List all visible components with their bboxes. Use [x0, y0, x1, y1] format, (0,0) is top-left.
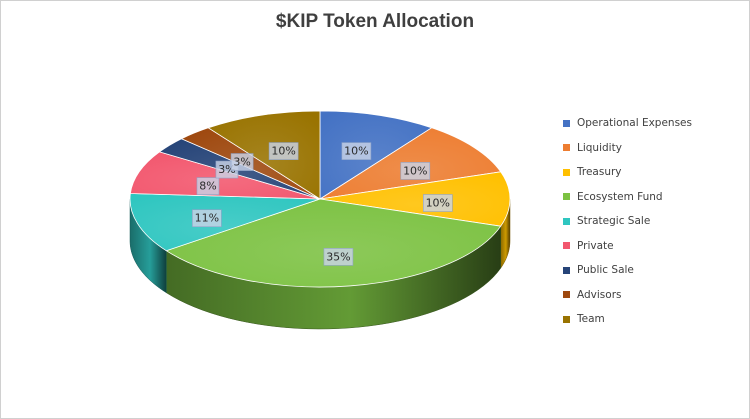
- chart-title: $KIP Token Allocation: [275, 11, 475, 32]
- legend-swatch: [563, 168, 570, 176]
- svg-text:10%: 10%: [403, 164, 427, 177]
- data-label-ecosystem-fund: 35%: [323, 248, 354, 266]
- svg-text:35%: 35%: [326, 250, 350, 263]
- legend-label: Team: [577, 313, 605, 326]
- legend-label: Ecosystem Fund: [577, 190, 663, 203]
- svg-text:10%: 10%: [344, 145, 368, 158]
- svg-text:10%: 10%: [271, 145, 295, 158]
- legend-label: Liquidity: [577, 141, 622, 154]
- data-label-strategic-sale: 11%: [192, 209, 222, 228]
- data-label-liquidity: 10%: [400, 162, 431, 180]
- svg-text:10%: 10%: [426, 197, 450, 210]
- slice-ecosystem-fund: [165, 198, 502, 288]
- chart-legend: Operational Expenses Liquidity Treasury Eco…: [563, 111, 692, 332]
- legend-label: Treasury: [577, 166, 622, 179]
- legend-label: Public Sale: [577, 264, 634, 277]
- data-label-team: 10%: [268, 142, 299, 160]
- legend-swatch: [563, 217, 570, 225]
- data-label-treasury: 10%: [422, 194, 453, 212]
- legend-swatch: [563, 242, 570, 250]
- slice-operational-expenses: [319, 110, 433, 200]
- legend-swatch: [563, 315, 570, 323]
- slice-treasury: [319, 171, 511, 227]
- svg-text:3%: 3%: [233, 156, 250, 169]
- legend-item-liquidity: Liquidity: [563, 136, 692, 161]
- legend-label: Operational Expenses: [577, 117, 692, 130]
- legend-item-strategic-sale: Strategic Sale: [563, 209, 692, 234]
- legend-label: Advisors: [577, 288, 622, 301]
- legend-item-treasury: Treasury: [563, 160, 692, 185]
- legend-swatch: [563, 119, 570, 127]
- legend-item-advisors: Advisors: [563, 283, 692, 308]
- data-label-private: 8%: [196, 177, 220, 195]
- svg-text:11%: 11%: [195, 212, 219, 225]
- legend-label: Private: [577, 239, 614, 252]
- legend-item-private: Private: [563, 234, 692, 259]
- legend-swatch: [563, 291, 570, 299]
- data-label-operational-expenses: 10%: [341, 142, 372, 160]
- legend-swatch: [563, 144, 570, 152]
- legend-item-public-sale: Public Sale: [563, 258, 692, 283]
- legend-label: Strategic Sale: [577, 215, 651, 228]
- svg-text:8%: 8%: [199, 180, 216, 193]
- slice-team: [207, 110, 321, 200]
- slice-strategic-sale: [129, 193, 321, 252]
- legend-item-team: Team: [563, 307, 692, 332]
- legend-item-ecosystem-fund: Ecosystem Fund: [563, 185, 692, 210]
- legend-item-operational-expenses: Operational Expenses: [563, 111, 692, 136]
- data-label-advisors: 3%: [230, 153, 254, 171]
- legend-swatch: [563, 193, 570, 201]
- legend-swatch: [563, 266, 570, 274]
